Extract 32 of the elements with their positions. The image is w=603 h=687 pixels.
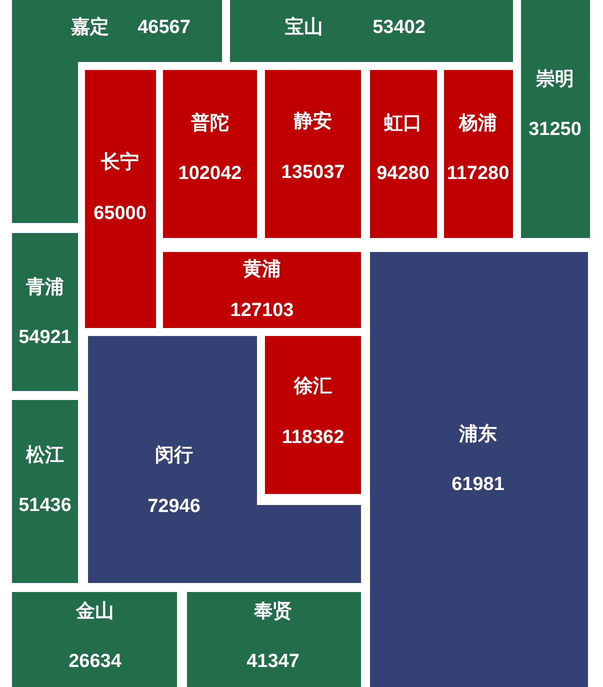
data-label: 117280 bbox=[446, 163, 510, 184]
category-label: 浦东 bbox=[458, 423, 497, 446]
data-label: 127103 bbox=[230, 300, 294, 322]
data-label: 118362 bbox=[282, 427, 344, 448]
data-label: 26634 bbox=[68, 651, 122, 672]
category-label: 静安 bbox=[293, 110, 332, 132]
category-label: 崇明 bbox=[535, 68, 574, 90]
category-label: 松江 bbox=[25, 445, 64, 466]
category-label: 虹口 bbox=[383, 113, 422, 134]
data-label: 51436 bbox=[18, 495, 72, 516]
category-label: 徐汇 bbox=[293, 376, 332, 398]
category-label: 嘉定 bbox=[71, 16, 109, 38]
category-label: 黄浦 bbox=[242, 258, 281, 280]
category-label: 宝山 bbox=[285, 16, 323, 38]
data-label: 41347 bbox=[246, 651, 300, 672]
data-label: 31250 bbox=[528, 119, 582, 140]
data-label: 102042 bbox=[178, 163, 242, 184]
category-label: 金山 bbox=[75, 600, 114, 622]
data-label: 72946 bbox=[148, 496, 200, 518]
category-label: 杨浦 bbox=[458, 112, 497, 134]
category-label: 青浦 bbox=[25, 276, 64, 298]
category-label: 普陀 bbox=[190, 112, 229, 134]
data-label: 54921 bbox=[18, 327, 72, 348]
data-label: 65000 bbox=[94, 203, 146, 224]
data-label: 61981 bbox=[452, 474, 505, 496]
category-label: 闵行 bbox=[155, 444, 193, 466]
data-label: 94280 bbox=[376, 163, 430, 184]
category-label: 奉贤 bbox=[253, 601, 292, 622]
data-label: 46567 bbox=[138, 17, 190, 38]
data-label: 53402 bbox=[372, 17, 426, 38]
category-label: 长宁 bbox=[100, 151, 139, 174]
data-label: 135037 bbox=[281, 162, 345, 184]
